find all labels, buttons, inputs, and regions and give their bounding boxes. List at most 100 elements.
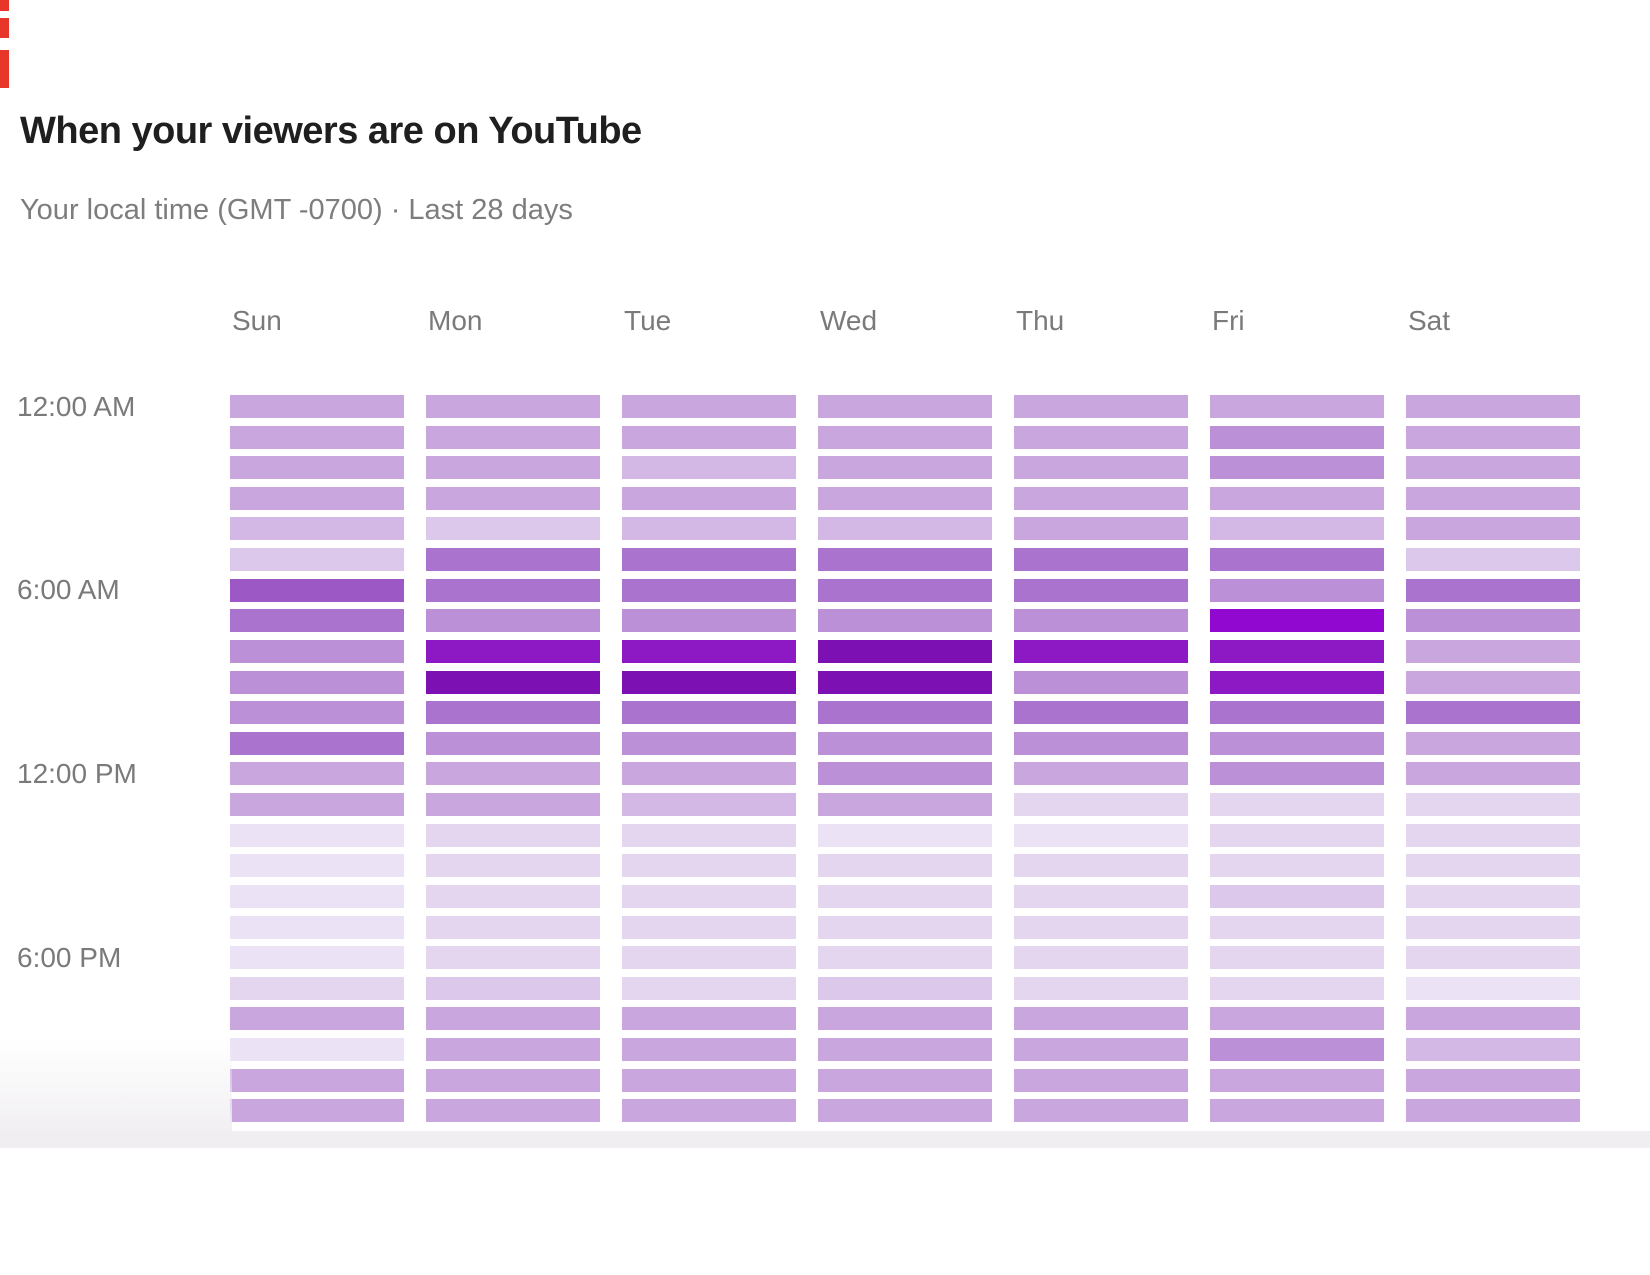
time-label-1200am: 12:00 AM bbox=[17, 390, 136, 422]
heatmap-cell bbox=[1406, 548, 1580, 572]
heatmap-cell bbox=[818, 1038, 992, 1062]
day-label-mon: Mon bbox=[428, 305, 483, 336]
heatmap-cell bbox=[1210, 486, 1384, 510]
heatmap-cell bbox=[230, 639, 404, 663]
heatmap-cell bbox=[1014, 884, 1188, 908]
heatmap-cell bbox=[426, 1038, 600, 1062]
heatmap-cell bbox=[1014, 425, 1188, 449]
heatmap-cell bbox=[1014, 976, 1188, 1000]
heatmap-cell bbox=[230, 670, 404, 694]
heatmap-cell bbox=[1406, 701, 1580, 725]
time-label-600am: 6:00 AM bbox=[17, 574, 120, 606]
heatmap-cell bbox=[1210, 762, 1384, 786]
heatmap-cell bbox=[1210, 517, 1384, 541]
heatmap-cell bbox=[818, 976, 992, 1000]
heatmap-cell bbox=[622, 548, 796, 572]
heatmap-cell bbox=[230, 425, 404, 449]
heatmap-cell bbox=[818, 915, 992, 939]
heatmap-cell bbox=[622, 425, 796, 449]
heatmap-cell bbox=[1014, 823, 1188, 847]
heatmap-cell bbox=[230, 915, 404, 939]
day-label-tue: Tue bbox=[624, 305, 672, 336]
heatmap-cell bbox=[1406, 517, 1580, 541]
heatmap-cell bbox=[426, 609, 600, 633]
heatmap-cell bbox=[426, 395, 600, 418]
heatmap-cell bbox=[1014, 946, 1188, 970]
heatmap-cell bbox=[818, 639, 992, 663]
heatmap-cell bbox=[622, 395, 796, 418]
heatmap-cell bbox=[230, 884, 404, 908]
heatmap-cell bbox=[426, 639, 600, 663]
heatmap-cell bbox=[426, 425, 600, 449]
red-accent-segment bbox=[0, 0, 9, 11]
heatmap-cell bbox=[230, 793, 404, 817]
heatmap-cell bbox=[622, 456, 796, 480]
heatmap-cell bbox=[818, 456, 992, 480]
heatmap-cell bbox=[1014, 517, 1188, 541]
heatmap-cell bbox=[230, 762, 404, 786]
chart-subtitle: Your local time (GMT -0700) · Last 28 da… bbox=[20, 194, 573, 226]
heatmap-cell bbox=[1014, 609, 1188, 633]
heatmap-cell bbox=[622, 915, 796, 939]
day-label-fri: Fri bbox=[1212, 305, 1245, 336]
heatmap-cell bbox=[230, 609, 404, 633]
heatmap-cell bbox=[818, 395, 992, 418]
heatmap-cell bbox=[230, 946, 404, 970]
heatmap-cell bbox=[1406, 1038, 1580, 1062]
heatmap-cell bbox=[818, 946, 992, 970]
heatmap-cell bbox=[1210, 701, 1384, 725]
heatmap-cell bbox=[230, 976, 404, 1000]
heatmap-cell bbox=[1210, 1038, 1384, 1062]
heatmap-cell bbox=[1406, 670, 1580, 694]
heatmap-cell bbox=[1210, 793, 1384, 817]
heatmap-cell bbox=[622, 793, 796, 817]
heatmap-cell bbox=[1406, 1007, 1580, 1031]
heatmap-cell bbox=[1210, 823, 1384, 847]
heatmap-cell bbox=[1014, 456, 1188, 480]
heatmap-cell bbox=[1406, 395, 1580, 418]
heatmap-cell bbox=[1210, 915, 1384, 939]
heatmap-cell bbox=[1406, 578, 1580, 602]
heatmap-cell bbox=[1014, 1099, 1188, 1123]
heatmap-cell bbox=[1210, 1068, 1384, 1092]
heatmap-cell bbox=[1014, 1038, 1188, 1062]
heatmap-cell bbox=[622, 884, 796, 908]
heatmap-cell bbox=[1014, 395, 1188, 418]
red-accent-segment bbox=[0, 50, 9, 88]
heatmap-cell bbox=[1014, 1068, 1188, 1092]
heatmap-cell bbox=[426, 915, 600, 939]
heatmap-cell bbox=[818, 670, 992, 694]
heatmap-cell bbox=[1014, 854, 1188, 878]
heatmap-cell bbox=[426, 823, 600, 847]
heatmap-cell bbox=[426, 793, 600, 817]
heatmap-cell bbox=[1406, 456, 1580, 480]
time-label-600pm: 6:00 PM bbox=[17, 941, 122, 973]
page-title: When your viewers are on YouTube bbox=[20, 110, 642, 152]
heatmap-cell bbox=[818, 486, 992, 510]
heatmap-cell bbox=[1210, 456, 1384, 480]
heatmap-cell bbox=[818, 884, 992, 908]
heatmap-cell bbox=[230, 578, 404, 602]
heatmap-cell bbox=[1406, 884, 1580, 908]
heatmap-cell bbox=[426, 517, 600, 541]
heatmap-cell bbox=[230, 854, 404, 878]
heatmap-cell bbox=[426, 731, 600, 755]
heatmap-cell bbox=[1406, 425, 1580, 449]
heatmap-cell bbox=[622, 1068, 796, 1092]
heatmap-cell bbox=[1406, 486, 1580, 510]
heatmap-cell bbox=[230, 395, 404, 418]
heatmap-cell bbox=[1210, 578, 1384, 602]
heatmap-cell bbox=[1014, 578, 1188, 602]
heatmap-cell bbox=[1014, 915, 1188, 939]
heatmap-cell bbox=[1014, 1007, 1188, 1031]
heatmap-cell bbox=[622, 517, 796, 541]
heatmap-cell bbox=[1014, 670, 1188, 694]
heatmap-cell bbox=[1406, 609, 1580, 633]
day-label-sun: Sun bbox=[232, 305, 282, 336]
heatmap-cell bbox=[818, 609, 992, 633]
heatmap-cell bbox=[426, 670, 600, 694]
heatmap-cell bbox=[1210, 548, 1384, 572]
time-label-1200pm: 12:00 PM bbox=[17, 757, 137, 789]
heatmap-cell bbox=[622, 731, 796, 755]
heatmap-cell bbox=[622, 701, 796, 725]
